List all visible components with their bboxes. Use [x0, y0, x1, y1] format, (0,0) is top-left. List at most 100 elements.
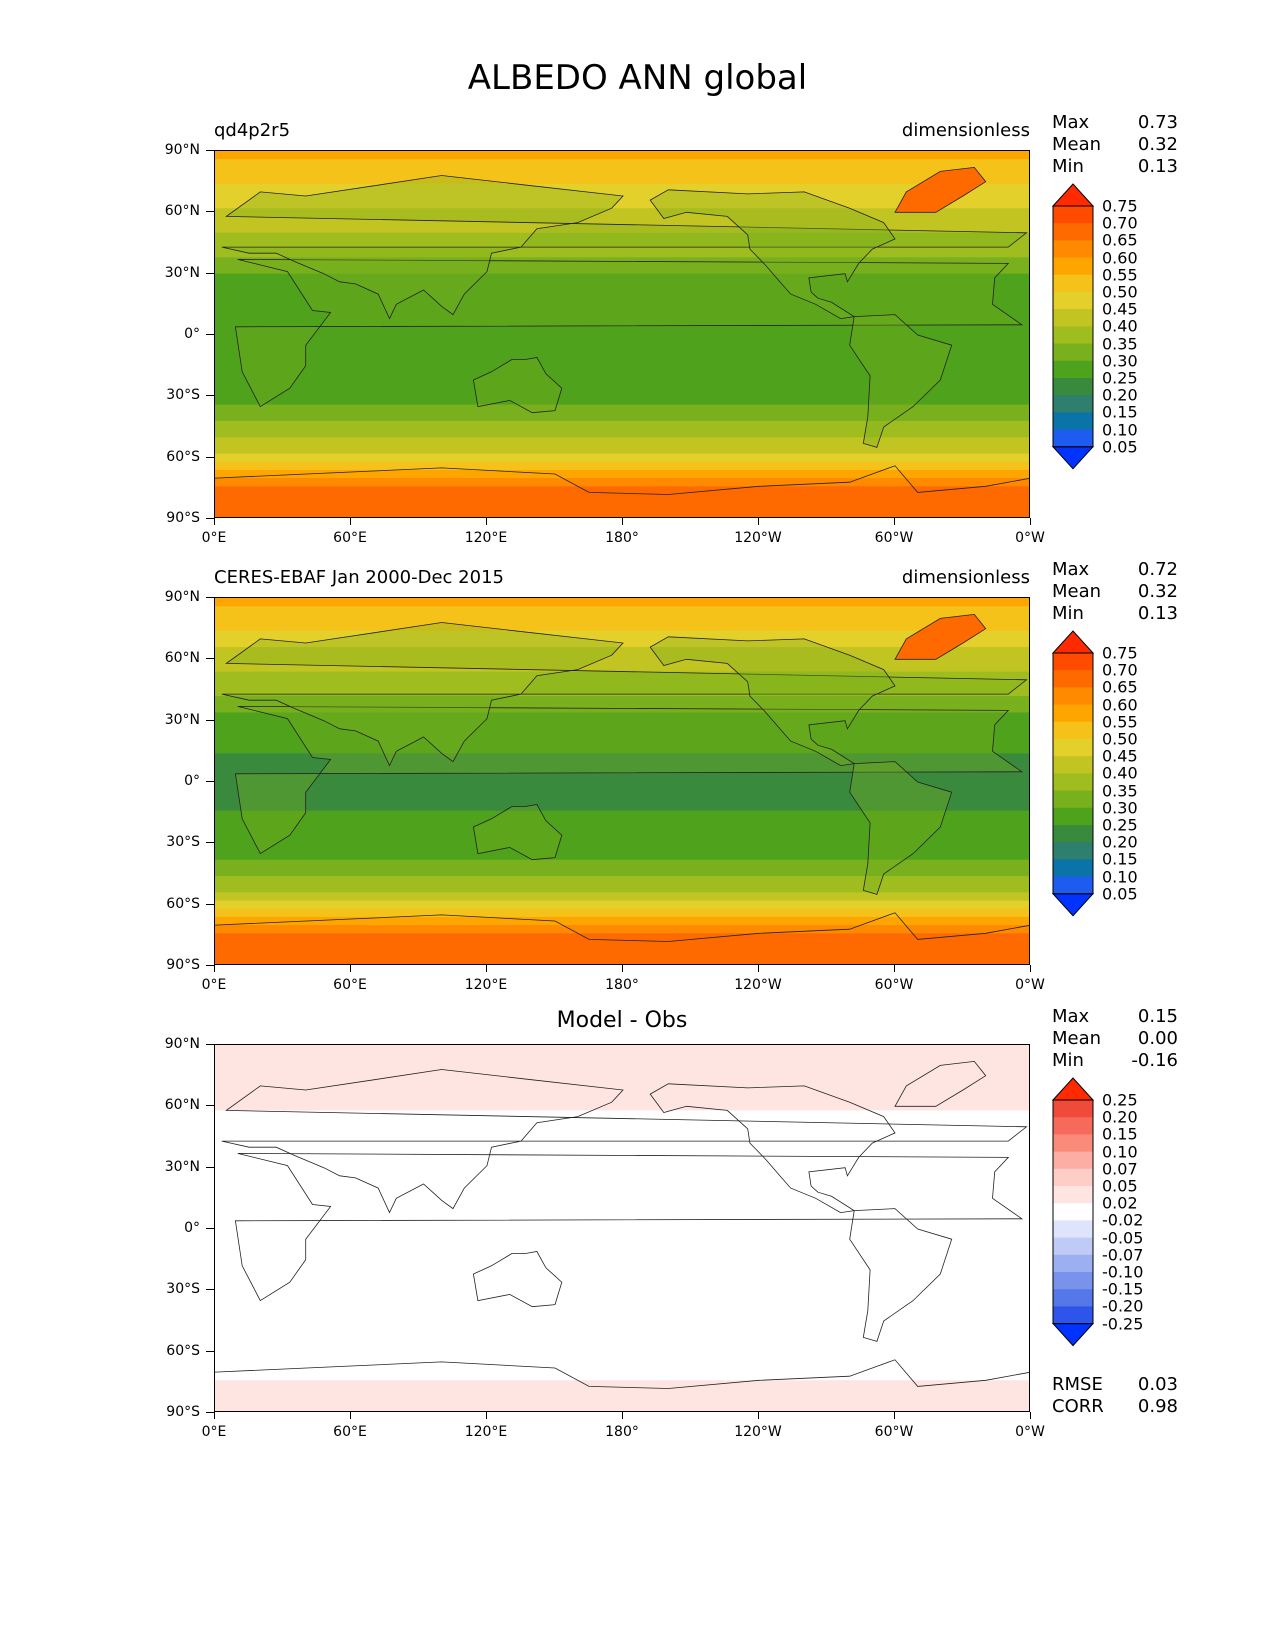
coastline	[849, 761, 953, 895]
stat-value: 0.15	[1137, 1006, 1178, 1027]
zonal-band	[215, 1249, 1029, 1259]
zonal-band	[215, 306, 1029, 316]
coastline	[221, 622, 1028, 767]
zonal-band	[215, 720, 1029, 730]
colorbar-tick-label: 0.30	[1102, 798, 1138, 818]
colorbar-segment	[1053, 1151, 1093, 1170]
zonal-band	[215, 949, 1029, 959]
zonal-band	[215, 1404, 1029, 1411]
rmse-corr-box: RMSE 0.03 CORR 0.98	[1052, 1374, 1178, 1418]
zonal-band	[215, 867, 1029, 877]
metric-value: 0.98	[1137, 1396, 1178, 1417]
colorbar-tick-label: 0.25	[1102, 815, 1138, 835]
zonal-band	[215, 851, 1029, 861]
colorbar-segment	[1053, 842, 1093, 860]
x-tick-mark	[1030, 518, 1031, 525]
stat-label: Mean	[1052, 581, 1102, 602]
zonal-band	[215, 478, 1029, 487]
zonal-band	[215, 1265, 1029, 1275]
colorbar-segment	[1053, 1186, 1093, 1204]
zonal-band	[215, 1355, 1029, 1365]
map-svg	[215, 598, 1029, 964]
zonal-band	[215, 265, 1029, 275]
map-plot-area	[214, 1044, 1030, 1412]
coastline	[472, 804, 563, 861]
colorbar-tick-label: -0.25	[1102, 1314, 1144, 1334]
stat-value: 0.32	[1137, 134, 1178, 155]
colorbar-tick-label: 0.25	[1102, 368, 1138, 388]
x-tick-mark	[214, 1412, 215, 1419]
zonal-band	[215, 175, 1029, 185]
zonal-band	[215, 151, 1029, 160]
zonal-band	[215, 1134, 1029, 1144]
zonal-band	[215, 1159, 1029, 1169]
zonal-band	[215, 510, 1029, 517]
colorbar-extend-bottom	[1051, 1323, 1095, 1347]
zonal-band	[215, 786, 1029, 795]
zonal-band	[215, 598, 1029, 607]
stat-row: Min 0.13	[1052, 156, 1178, 178]
zonal-band	[215, 687, 1029, 697]
zonal-band	[215, 745, 1029, 754]
y-tick-mark	[206, 334, 214, 335]
colorbar-tick-label: 0.70	[1102, 660, 1138, 680]
zonal-band	[215, 1143, 1029, 1152]
panel-center-title: Model - Obs	[556, 1008, 688, 1033]
stat-label: Min	[1052, 603, 1084, 624]
zonal-band	[215, 671, 1029, 681]
stat-label: Mean	[1052, 1028, 1102, 1049]
colorbar-extend-bottom	[1051, 893, 1095, 917]
x-tick-mark	[894, 518, 895, 525]
y-tick-mark	[206, 1166, 214, 1168]
metric-label: RMSE	[1052, 1374, 1103, 1395]
zonal-band	[215, 167, 1029, 177]
zonal-band	[215, 388, 1029, 397]
zonal-band	[215, 298, 1029, 307]
zonal-band	[215, 1306, 1029, 1316]
zonal-band	[215, 445, 1029, 455]
zonal-band	[215, 769, 1029, 779]
colorbar-segment	[1053, 687, 1093, 706]
zonal-band	[215, 876, 1029, 885]
figure-title: ALBEDO ANN global	[467, 58, 808, 98]
zonal-band	[215, 777, 1029, 787]
stats-box: Max 0.73 Mean 0.32 Min 0.13	[1052, 112, 1178, 178]
map-svg	[215, 1045, 1029, 1411]
y-tick-label: 30°S	[166, 387, 200, 404]
colorbar-tick-label: 0.45	[1102, 746, 1138, 766]
y-tick-label: 90°S	[166, 510, 200, 526]
zonal-band	[215, 420, 1029, 430]
zonal-band	[215, 404, 1029, 414]
x-tick-mark	[214, 965, 215, 972]
zonal-band	[215, 916, 1029, 926]
stat-row: Min 0.13	[1052, 603, 1178, 625]
colorbar-segment	[1053, 360, 1093, 379]
colorbar-tick-label: 0.40	[1102, 316, 1138, 336]
zonal-band	[215, 314, 1029, 324]
colorbar-segment	[1053, 343, 1093, 362]
zonal-band	[215, 614, 1029, 624]
zonal-band	[215, 1339, 1029, 1349]
zonal-band	[215, 224, 1029, 234]
x-tick-label: 60°E	[333, 530, 367, 546]
y-tick-mark	[206, 965, 214, 966]
stat-label: Max	[1052, 112, 1090, 133]
stat-row: Mean 0.32	[1052, 581, 1178, 603]
zonal-band	[215, 208, 1029, 218]
colorbar-tick-label: 0.60	[1102, 248, 1138, 268]
colorbar-segment	[1053, 292, 1093, 310]
panel-units-label: dimensionless	[901, 567, 1030, 588]
stat-row: Min -0.16	[1052, 1050, 1178, 1072]
colorbar	[1050, 1076, 1096, 1352]
zonal-band	[215, 502, 1029, 512]
map-plot-area	[214, 150, 1030, 518]
zonal-band	[215, 347, 1029, 357]
zonal-band	[215, 1167, 1029, 1177]
colorbar-segment	[1053, 223, 1093, 241]
x-tick-mark	[894, 1412, 895, 1419]
zonal-band	[215, 679, 1029, 689]
zonal-band	[215, 696, 1029, 705]
x-tick-label: 60°W	[874, 977, 914, 993]
stat-label: Mean	[1052, 134, 1102, 155]
colorbar-tick-label: 0.10	[1102, 420, 1138, 440]
